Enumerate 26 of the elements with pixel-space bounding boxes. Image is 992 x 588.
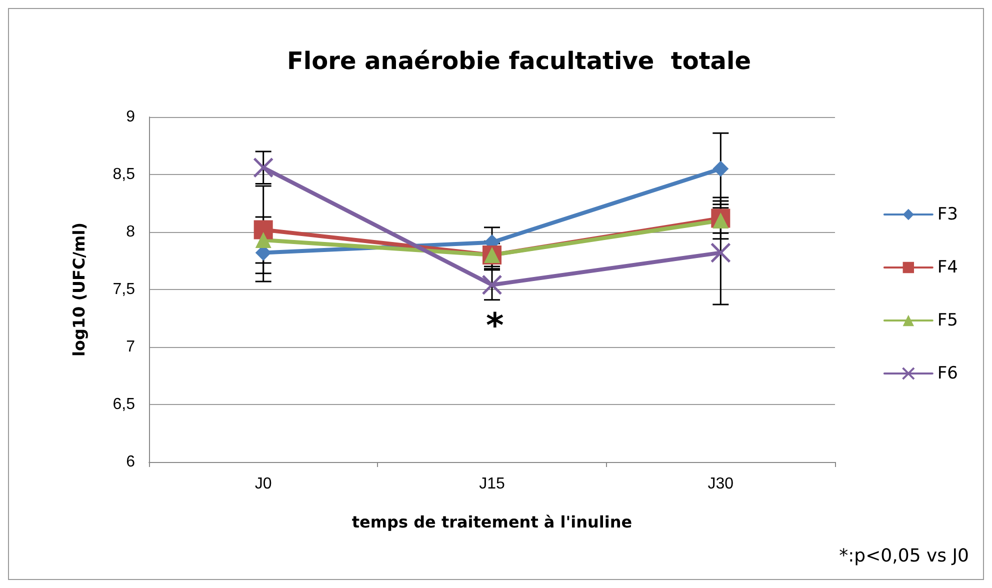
point <box>712 160 729 177</box>
legend-label: F4 <box>937 258 958 278</box>
y-tick-label: 8 <box>126 224 136 240</box>
y-tick-label: 7,5 <box>112 281 136 298</box>
y-tick-label: 9 <box>126 108 136 126</box>
y-tick-label: 6 <box>126 454 136 470</box>
chart-title: Flore anaérobie facultative totale <box>286 47 752 75</box>
y-tick-label: 7 <box>126 338 136 356</box>
legend-label: F3 <box>937 204 958 224</box>
annotation: * <box>486 306 504 346</box>
point <box>254 220 273 240</box>
y-axis-title: log10 (UFC/ml) <box>70 222 88 357</box>
text: *:p<0,05 vs J0 <box>839 546 970 566</box>
x-tick-label: J15 <box>479 476 505 492</box>
point <box>255 232 272 248</box>
x-axis-title: temps de traitement à l'inuline <box>352 512 632 532</box>
y-tick-label: 8,5 <box>112 166 136 183</box>
point <box>482 274 502 296</box>
x-tick-label: J30 <box>708 476 734 492</box>
point <box>710 242 731 263</box>
legend-label: F5 <box>937 310 958 330</box>
point <box>712 212 729 228</box>
legend-label: F6 <box>937 364 958 384</box>
y-tick-label: 6,5 <box>112 396 136 413</box>
point <box>253 157 274 178</box>
x-tick-label: J0 <box>254 476 272 492</box>
